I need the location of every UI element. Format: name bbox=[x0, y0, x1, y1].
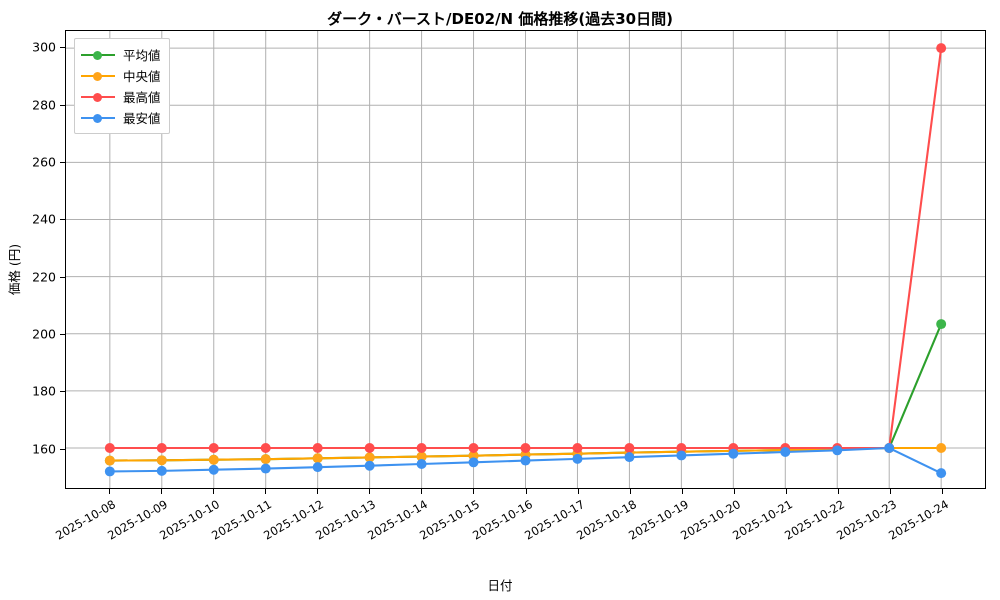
y-tick-mark bbox=[60, 334, 65, 336]
data-point-marker bbox=[572, 453, 583, 464]
x-tick-mark bbox=[889, 489, 891, 494]
data-point-marker bbox=[676, 443, 687, 453]
legend-swatch-icon bbox=[81, 91, 115, 103]
x-tick-mark bbox=[577, 489, 579, 494]
data-point-marker bbox=[572, 443, 583, 453]
data-point-marker bbox=[728, 448, 739, 459]
chart-legend: 平均値中央値最高値最安値 bbox=[74, 38, 170, 134]
data-point-marker bbox=[780, 447, 791, 457]
x-tick-mark bbox=[108, 489, 110, 494]
data-point-marker bbox=[156, 465, 167, 476]
x-tick-mark bbox=[369, 489, 371, 494]
y-tick-mark bbox=[60, 47, 65, 49]
data-point-marker bbox=[520, 455, 531, 466]
data-point-marker bbox=[312, 462, 323, 473]
data-point-marker bbox=[416, 443, 427, 453]
data-point-marker bbox=[416, 451, 427, 462]
y-tick-mark bbox=[60, 276, 65, 278]
y-tick-label: 280 bbox=[32, 97, 56, 113]
y-tick-label: 200 bbox=[32, 326, 56, 342]
series-line bbox=[108, 47, 943, 450]
data-point-marker bbox=[468, 457, 479, 468]
data-point-marker bbox=[936, 468, 947, 479]
legend-item-4[interactable]: 最安値 bbox=[81, 107, 161, 128]
legend-swatch-icon bbox=[81, 49, 115, 61]
x-tick-mark bbox=[265, 489, 267, 494]
legend-label: 平均値 bbox=[123, 48, 161, 63]
data-point-marker bbox=[208, 464, 219, 475]
x-tick-mark bbox=[161, 489, 162, 494]
data-point-marker bbox=[260, 463, 271, 474]
data-point-marker bbox=[260, 443, 271, 453]
x-tick-mark bbox=[681, 489, 683, 494]
series-line bbox=[108, 323, 943, 462]
legend-label: 最高値 bbox=[123, 90, 161, 105]
legend-swatch-icon bbox=[81, 70, 115, 82]
data-point-marker bbox=[416, 459, 427, 469]
data-point-marker bbox=[468, 443, 479, 453]
chart-title: ダーク・バースト/DE02/N 価格推移(過去30日間) bbox=[327, 10, 673, 28]
x-tick-mark bbox=[733, 489, 735, 494]
x-tick-mark bbox=[421, 489, 423, 494]
y-tick-mark bbox=[60, 161, 65, 163]
data-point-marker bbox=[260, 454, 271, 465]
data-point-marker bbox=[936, 443, 947, 453]
legend-item-2[interactable]: 中央値 bbox=[81, 65, 161, 86]
data-point-marker bbox=[520, 443, 531, 453]
x-tick-mark bbox=[473, 489, 475, 494]
y-tick-label: 180 bbox=[32, 383, 56, 399]
legend-dot-icon bbox=[93, 92, 102, 102]
legend-dot-icon bbox=[93, 50, 102, 60]
data-point-marker bbox=[364, 452, 375, 463]
y-tick-label: 240 bbox=[32, 211, 56, 227]
x-tick-mark bbox=[837, 489, 839, 494]
legend-item-3[interactable]: 最高値 bbox=[81, 86, 161, 107]
x-axis-label: 日付 bbox=[487, 578, 513, 593]
data-point-marker bbox=[104, 443, 115, 453]
data-point-marker bbox=[364, 460, 375, 471]
data-point-marker bbox=[364, 443, 375, 453]
y-tick-mark bbox=[60, 391, 65, 393]
x-tick-mark bbox=[629, 489, 631, 494]
data-point-marker bbox=[624, 443, 635, 453]
data-point-marker bbox=[312, 443, 323, 453]
y-tick-label: 220 bbox=[32, 269, 56, 285]
data-point-marker bbox=[208, 443, 219, 453]
x-tick-mark bbox=[317, 489, 319, 494]
data-point-marker bbox=[156, 443, 167, 453]
y-tick-mark bbox=[60, 104, 65, 106]
x-tick-mark bbox=[785, 489, 787, 494]
y-tick-label: 260 bbox=[32, 154, 56, 170]
legend-dot-icon bbox=[93, 113, 102, 123]
data-point-marker bbox=[936, 319, 947, 330]
legend-swatch-icon bbox=[81, 112, 115, 124]
data-point-marker bbox=[884, 443, 895, 453]
x-tick-mark bbox=[213, 489, 215, 494]
x-tick-mark bbox=[525, 489, 527, 494]
y-tick-label: 300 bbox=[32, 39, 56, 55]
data-point-marker bbox=[832, 445, 843, 456]
data-point-marker bbox=[676, 450, 687, 461]
legend-item-1[interactable]: 平均値 bbox=[81, 44, 161, 65]
data-point-marker bbox=[936, 43, 947, 54]
legend-label: 最安値 bbox=[123, 111, 161, 126]
plot-area bbox=[65, 30, 986, 489]
series-lines bbox=[104, 43, 947, 479]
x-tick-mark bbox=[942, 489, 944, 494]
legend-label: 中央値 bbox=[123, 69, 161, 84]
data-point-marker bbox=[624, 452, 635, 463]
y-tick-mark bbox=[60, 448, 65, 450]
data-point-marker bbox=[104, 455, 115, 466]
data-point-marker bbox=[208, 454, 219, 465]
y-tick-mark bbox=[60, 219, 65, 221]
data-point-marker bbox=[104, 466, 115, 477]
data-point-marker bbox=[312, 453, 323, 464]
legend-dot-icon bbox=[93, 71, 102, 81]
y-tick-label: 160 bbox=[32, 441, 56, 457]
data-point-marker bbox=[156, 455, 167, 466]
